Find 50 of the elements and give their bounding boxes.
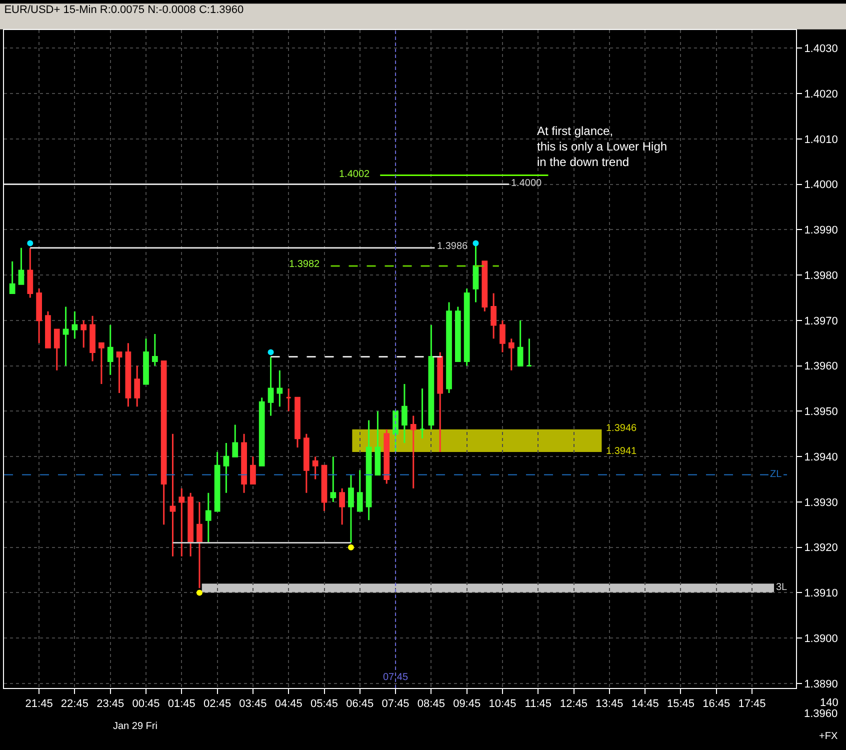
annotation: At first glance, this is only a Lower High in the down trend [537,124,668,170]
annotation: 1.3986 [437,241,468,252]
x-tick-label: 01:45 [168,698,196,710]
x-tick-label: 11:45 [524,698,552,710]
y-tick-label: 1.3900 [804,632,838,645]
x-tick-label: 00:45 [132,698,160,710]
annotation: 1.3982 [289,259,320,270]
x-tick-label: 04:45 [274,698,302,710]
text: +FX [819,731,838,742]
annotation: 3L [776,582,788,593]
text: Jan 29 Fri [113,721,158,732]
y-tick-label: 1.4010 [804,134,838,146]
x-tick-label: 15:45 [666,698,695,710]
x-tick-label: 13:45 [596,698,624,710]
x-tick-label: 09:45 [453,698,481,710]
text: 140 [820,697,838,709]
x-tick-label: 05:45 [310,698,338,710]
x-tick-label: 06:45 [346,698,374,710]
annotation: 1.3941 [606,446,638,457]
ref-line-label: ZL [770,469,782,480]
annotation: 1.4002 [339,169,370,180]
x-tick-label: 12:45 [560,698,588,710]
y-tick-label: 1.3970 [804,315,838,328]
ref-line-label: 07:45 [383,672,408,683]
y-tick-label: 1.3940 [804,451,838,464]
x-tick-label: 08:45 [417,698,445,710]
x-tick-label: 21:45 [25,698,53,710]
x-tick-label: 14:45 [631,698,659,710]
annotation: 1.3946 [606,423,638,434]
y-tick-label: 1.4030 [804,43,838,55]
x-tick-label: 07:45 [382,698,410,710]
x-tick-label: 10:45 [488,698,516,710]
x-tick-label: 23:45 [96,698,124,710]
y-tick-label: 1.4020 [804,88,838,100]
x-tick-label: 22:45 [60,698,88,710]
y-tick-label: 1.3960 [804,360,838,373]
annotation: 1.4000 [511,178,542,189]
x-tick-label: 16:45 [702,698,730,710]
chart-title: EUR/USD+ 15-Min R:0.0075 N:-0.0008 C:1.3960 [4,4,244,16]
x-tick-label: 17:45 [738,698,766,710]
x-tick-label: 02:45 [204,698,232,710]
y-tick-label: 1.3890 [804,678,838,690]
y-tick-label: 1.3980 [804,270,838,282]
y-tick-label: 1.3910 [804,588,838,600]
y-tick-label: 1.4000 [804,179,838,192]
y-tick-label: 1.3950 [804,406,838,418]
x-tick-label: 03:45 [239,698,267,710]
y-tick-label: 1.3930 [804,496,838,509]
y-tick-label: 1.3920 [804,542,838,554]
y-tick-label: 1.3990 [804,224,838,237]
